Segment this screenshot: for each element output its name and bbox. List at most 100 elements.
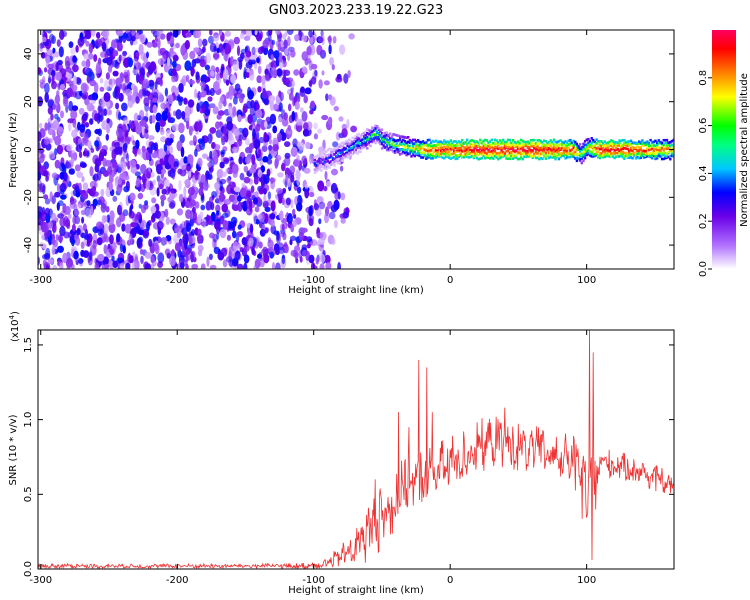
spectrogram-signal-cell	[403, 140, 407, 143]
spectrogram-noise-cell	[81, 193, 89, 200]
spectrogram-noise-cell	[58, 235, 63, 243]
spectrogram-noise-cell	[174, 224, 180, 234]
spectrogram-noise-cell	[206, 256, 210, 267]
spectrogram-noise-cell	[161, 168, 167, 174]
spectrogram-noise-cell	[331, 64, 335, 71]
spectrogram-noise-cell	[85, 67, 92, 77]
spectrogram-signal-cell	[430, 157, 433, 160]
spectrogram-signal-cell	[416, 139, 420, 142]
spectrogram-signal-cell	[526, 143, 529, 146]
spectrogram-noise-cell	[94, 140, 99, 147]
spectrogram-signal-cell	[330, 154, 333, 157]
spectrogram-noise-cell	[261, 145, 268, 153]
spectrogram-signal-cell	[503, 154, 507, 157]
spectrogram-signal-cell	[508, 151, 511, 155]
spectrogram-signal-cell	[431, 139, 434, 143]
spectrogram-signal-cell	[384, 136, 387, 139]
spectrogram-signal-cell	[333, 164, 336, 167]
spectrogram-noise-cell	[238, 93, 244, 104]
spectrogram-noise-cell	[268, 246, 274, 253]
spectrogram-signal-cell	[603, 153, 606, 156]
spectrogram-signal-cell	[321, 156, 325, 159]
spectrogram-signal-cell	[359, 142, 362, 146]
spectrogram-noise-cell	[44, 207, 51, 216]
spectrogram-noise-cell	[328, 44, 332, 55]
spectrogram-noise-cell	[176, 208, 183, 216]
spectrogram-signal-cell	[554, 149, 557, 153]
spectrogram-noise-cell	[264, 68, 269, 76]
spectrogram-signal-cell	[366, 128, 369, 131]
spectrogram-signal-cell	[554, 155, 557, 158]
spectrogram-noise-cell	[170, 188, 177, 194]
spectrogram-signal-cell	[457, 141, 461, 145]
spectrogram-signal-cell	[629, 143, 633, 146]
spectrogram-noise-cell	[117, 204, 123, 216]
spectrogram-signal-cell	[574, 150, 577, 154]
spectrogram-signal-cell	[315, 160, 318, 163]
spectrogram-signal-cell	[506, 145, 510, 149]
spectrogram-noise-cell	[97, 237, 103, 246]
spectrogram-noise-cell	[161, 110, 168, 122]
spectrogram-signal-cell	[472, 150, 475, 154]
spectrogram-signal-cell	[510, 144, 513, 148]
spectrogram-noise-cell	[186, 120, 190, 130]
spectrogram-noise-cell	[198, 250, 203, 257]
spectrogram-signal-cell	[529, 139, 533, 142]
spectrogram-y-tick-label: 0	[23, 146, 34, 152]
spectrogram-noise-cell	[310, 239, 318, 247]
spectrogram-noise-cell	[216, 114, 221, 120]
spectrogram-signal-cell	[379, 128, 382, 132]
spectrogram-signal-cell	[452, 151, 456, 155]
spectrogram-noise-cell	[253, 177, 259, 185]
spectrogram-signal-cell	[339, 158, 343, 161]
spectrogram-signal-cell	[657, 139, 660, 142]
spectrogram-noise-cell	[350, 125, 357, 133]
spectrogram-noise-cell	[44, 67, 48, 73]
spectrogram-signal-cell	[475, 156, 479, 160]
spectrogram-noise-cell	[191, 186, 195, 195]
spectrogram-signal-cell	[651, 151, 654, 155]
spectrogram-noise-cell	[151, 152, 158, 159]
spectrogram-noise-cell	[303, 95, 309, 104]
spectrogram-signal-cell	[500, 153, 503, 156]
spectrogram-noise-cell	[288, 103, 292, 112]
spectrogram-signal-cell	[395, 134, 398, 137]
spectrogram-noise-cell	[106, 56, 113, 66]
spectrogram-signal-cell	[642, 151, 646, 154]
spectrogram-signal-cell	[508, 141, 511, 145]
spectrogram-signal-cell	[659, 155, 662, 158]
spectrogram-noise-cell	[146, 221, 150, 232]
spectrogram-signal-cell	[443, 152, 446, 156]
spectrogram-noise-cell	[248, 69, 255, 81]
spectrogram-noise-cell	[197, 120, 203, 132]
spectrogram-signal-cell	[646, 152, 649, 156]
spectrogram-noise-cell	[295, 258, 299, 264]
spectrogram-signal-cell	[430, 153, 433, 157]
spectrogram-noise-cell	[209, 127, 216, 134]
spectrogram-signal-cell	[454, 144, 457, 148]
spectrogram-noise-cell	[233, 128, 240, 136]
spectrogram-signal-cell	[426, 147, 430, 150]
spectrogram-noise-cell	[59, 171, 65, 180]
spectrogram-signal-cell	[606, 150, 610, 154]
spectrogram-noise-cell	[254, 206, 260, 213]
snr-x-tick-label: -300	[29, 575, 52, 586]
spectrogram-noise-cell	[79, 151, 83, 158]
spectrogram-signal-cell	[600, 140, 603, 143]
spectrogram-noise-cell	[181, 110, 186, 120]
spectrogram-signal-cell	[470, 144, 474, 148]
spectrogram-noise-cell	[152, 114, 156, 124]
spectrogram-signal-cell	[502, 150, 505, 154]
spectrogram-noise-cell	[200, 194, 205, 203]
spectrogram-signal-cell	[577, 144, 580, 148]
spectrogram-signal-cell	[412, 150, 415, 153]
spectrogram-signal-cell	[582, 155, 585, 158]
spectrogram-signal-cell	[636, 141, 639, 145]
spectrogram-signal-cell	[405, 148, 408, 152]
spectrogram-noise-cell	[256, 75, 263, 84]
spectrogram-signal-cell	[467, 152, 470, 155]
spectrogram-signal-cell	[418, 143, 421, 147]
spectrogram-signal-cell	[615, 155, 618, 159]
spectrogram-signal-cell	[436, 154, 439, 158]
spectrogram-signal-cell	[656, 143, 659, 147]
